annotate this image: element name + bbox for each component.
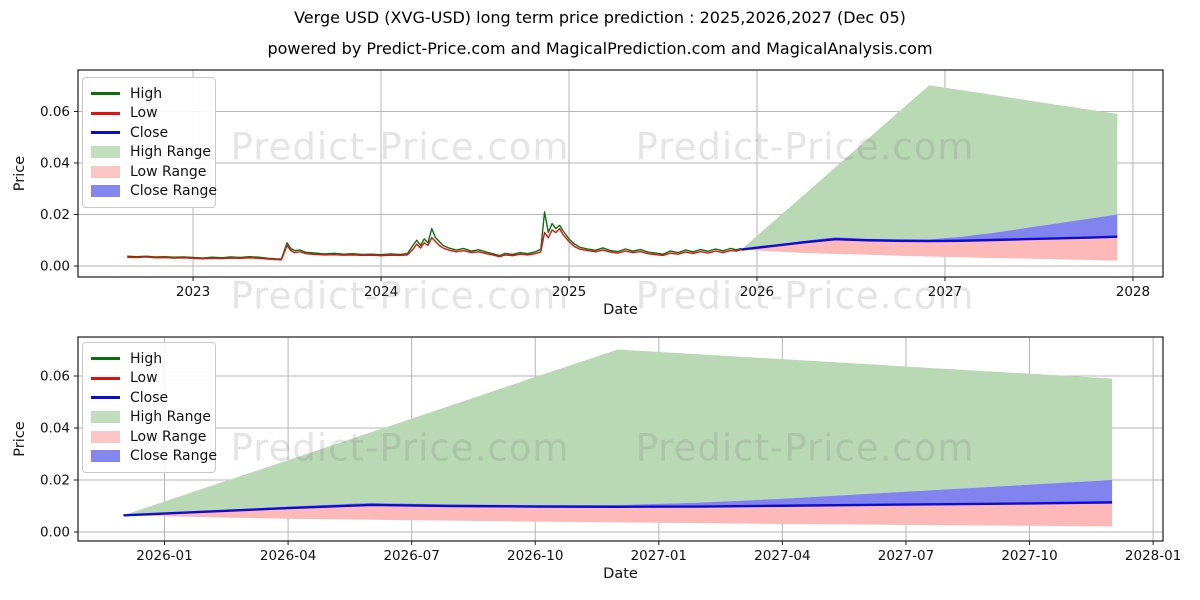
legend-label: Low Range: [130, 428, 207, 445]
legend-swatch: [91, 92, 120, 96]
x-tick-label: 2028-01: [1125, 548, 1181, 564]
y-tick-label: 0.00: [40, 259, 70, 275]
legend-swatch: [91, 450, 120, 463]
close-line: [123, 501, 1113, 517]
legend-swatch: [91, 376, 120, 380]
y-tick-label: 0.04: [40, 421, 70, 437]
legend-label: Close Range: [130, 183, 217, 200]
legend-swatch: [91, 430, 120, 443]
y-axis-title: Price: [12, 156, 28, 191]
x-tick-label: 2026-07: [383, 548, 439, 564]
legend-item-low: Low: [91, 369, 207, 389]
x-tick-label: 2026: [740, 284, 774, 300]
x-tick-label: 2023: [176, 284, 210, 300]
legend-label: Low: [130, 105, 158, 122]
legend-swatch: [91, 396, 120, 400]
close-range-band: [123, 480, 1113, 516]
x-tick-label: 2026-01: [136, 548, 192, 564]
legend-swatch: [91, 131, 120, 135]
legend-label: High: [130, 350, 163, 367]
x-tick-label: 2027-07: [878, 548, 934, 564]
low-range-band: [741, 236, 1118, 261]
low-line: [127, 227, 742, 261]
overview-chart: 2023 2024 2025 2026 2027 2028 0.00 0.02 0.04 0.06…: [12, 69, 1164, 318]
high-range-band: [741, 85, 1118, 250]
close-range-band: [741, 214, 1118, 250]
x-tick-label: 2024: [364, 284, 398, 300]
legend-item-high: High: [91, 84, 207, 104]
legend-item-close-range: Close Range: [91, 447, 217, 467]
legend: High Low Close High Range Low Range Close Ran…: [82, 77, 217, 208]
legend-label: High Range: [130, 409, 211, 426]
legend-label: Low Range: [130, 163, 207, 180]
x-tick-label: 2025: [552, 284, 586, 300]
legend-label: High: [130, 85, 163, 102]
y-axis-title: Price: [12, 421, 28, 456]
y-tick-label: 0.04: [40, 155, 70, 171]
y-tick-label: 0.02: [40, 207, 70, 223]
x-tick-label: 2027-04: [754, 548, 810, 564]
legend-swatch: [91, 357, 120, 361]
x-tick-label: 2027: [928, 284, 962, 300]
legend-label: Close: [130, 124, 169, 141]
legend-item-close: Close: [91, 388, 207, 408]
legend-item-low-range: Low Range: [91, 162, 207, 182]
x-tick-label: 2026-04: [260, 548, 316, 564]
detail-chart: 2026-01 2026-04 2026-07 2026-10 2027-01 2027-…: [12, 336, 1181, 582]
legend-item-high: High: [91, 349, 207, 369]
high-line: [127, 211, 742, 260]
legend-label: Close: [130, 389, 169, 406]
legend-swatch: [91, 165, 120, 178]
legend: High Low Close High Range Low Range Close Ran…: [82, 342, 217, 473]
legend-swatch: [91, 111, 120, 115]
legend-item-low-range: Low Range: [91, 427, 207, 447]
chart-title: Verge USD (XVG-USD) long term price pred…: [294, 8, 906, 27]
high-range-band: [123, 349, 1113, 516]
legend-item-close-range: Close Range: [91, 182, 217, 202]
legend-swatch: [91, 411, 120, 424]
x-tick-label: 2027-01: [631, 548, 687, 564]
legend-label: Low: [130, 370, 158, 387]
plot-border: [77, 336, 1164, 542]
x-tick-label: 2028: [1116, 284, 1150, 300]
plot-border: [77, 69, 1164, 278]
legend-label: High Range: [130, 144, 211, 161]
y-tick-label: 0.02: [40, 473, 70, 489]
low-range-band: [123, 502, 1113, 527]
legend-label: Close Range: [130, 448, 217, 465]
legend-item-low: Low: [91, 104, 207, 124]
legend-item-close: Close: [91, 123, 207, 143]
chart-subtitle: powered by Predict-Price.com and Magical…: [267, 39, 933, 58]
x-axis-title: Date: [603, 566, 638, 582]
legend-swatch: [91, 146, 120, 159]
figure-header: Verge USD (XVG-USD) long term price pred…: [0, 0, 1200, 58]
y-tick-label: 0.06: [40, 369, 70, 385]
y-tick-label: 0.00: [40, 525, 70, 541]
close-line: [741, 235, 1118, 251]
x-axis-title: Date: [603, 302, 638, 318]
legend-item-high-range: High Range: [91, 143, 211, 163]
x-tick-label: 2026-10: [507, 548, 563, 564]
legend-item-high-range: High Range: [91, 408, 211, 428]
x-tick-label: 2027-10: [1001, 548, 1057, 564]
legend-swatch: [91, 185, 120, 198]
y-tick-label: 0.06: [40, 104, 70, 120]
